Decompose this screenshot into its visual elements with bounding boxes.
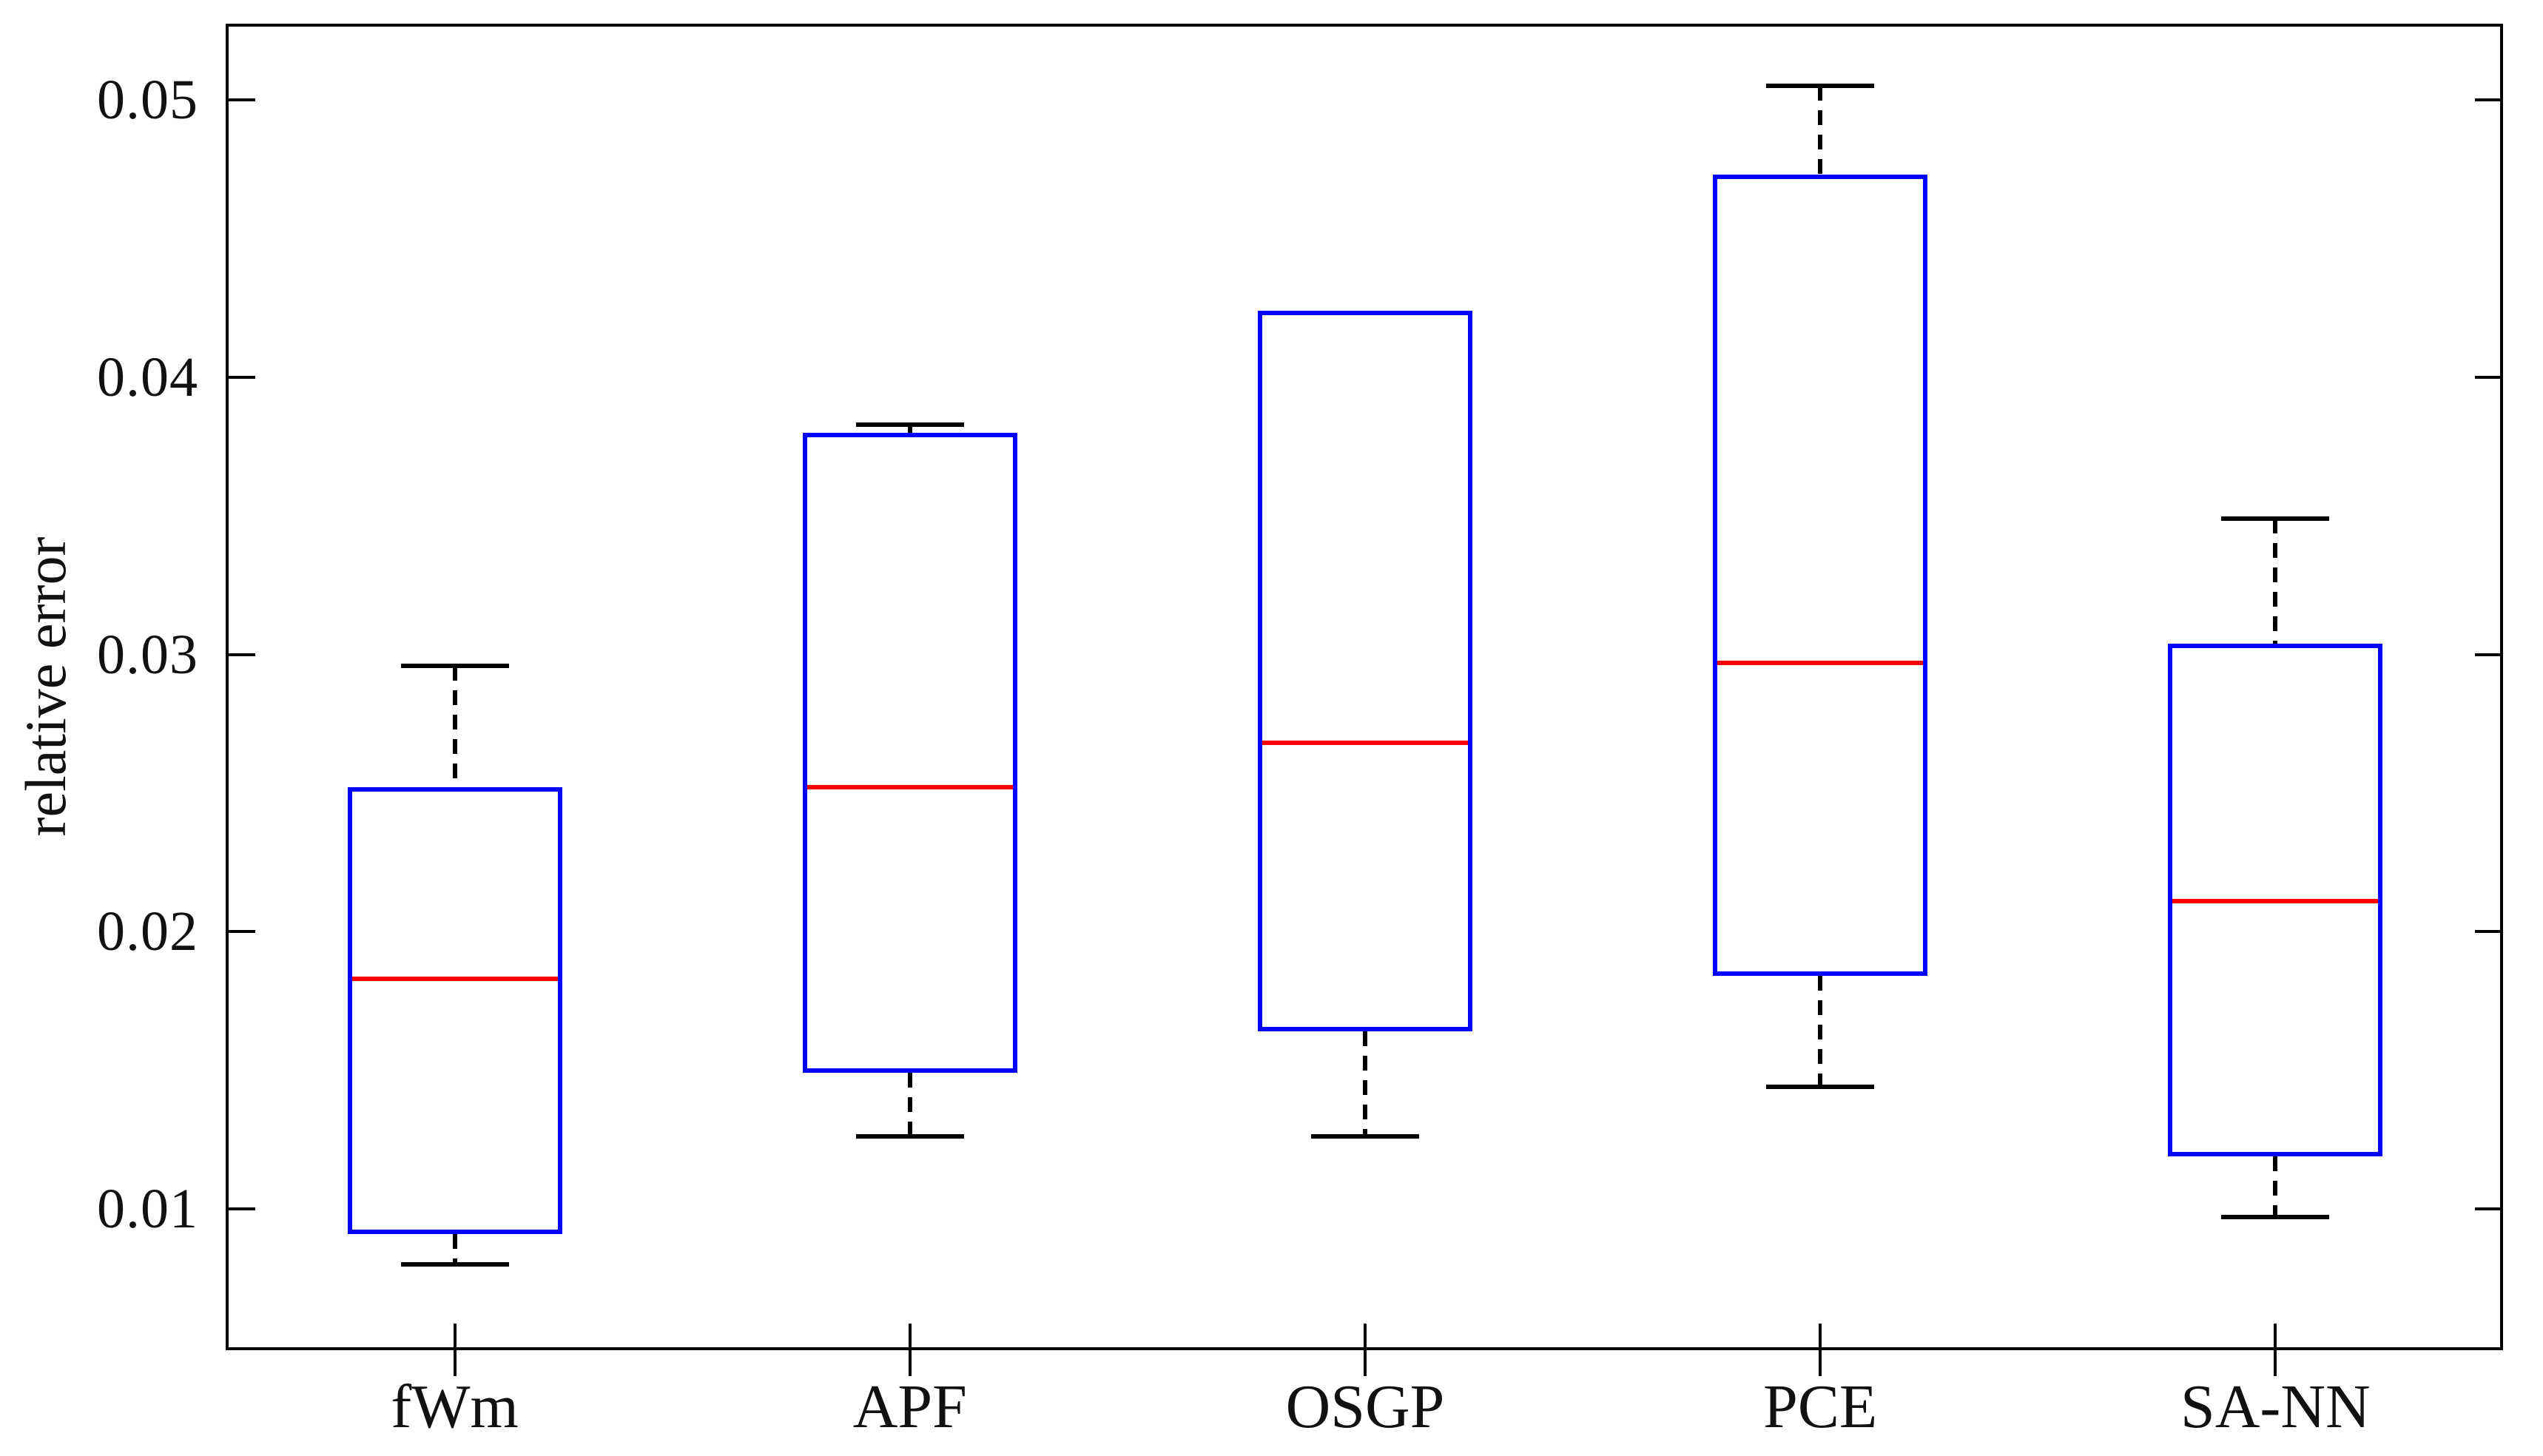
lower-whisker-fWm <box>452 1233 457 1264</box>
y-tick-label: 0.02 <box>97 900 198 963</box>
box-fWm <box>347 787 562 1234</box>
median-line-SA-NN <box>2172 899 2379 903</box>
upper-whisker-cap-APF <box>855 422 964 427</box>
lower-whisker-SA-NN <box>2273 1156 2278 1218</box>
lower-whisker-APF <box>907 1073 912 1137</box>
upper-whisker-APF <box>907 424 912 433</box>
y-tick-mark-right <box>2475 653 2502 656</box>
y-tick-mark-right <box>2475 98 2502 102</box>
lower-whisker-cap-PCE <box>1766 1085 1875 1090</box>
lower-whisker-OSGP <box>1363 1031 1367 1137</box>
box-OSGP <box>1258 310 1472 1032</box>
lower-whisker-PCE <box>1818 976 1823 1088</box>
upper-whisker-cap-fWm <box>400 663 509 668</box>
median-line-PCE <box>1717 660 1924 665</box>
x-tick-mark <box>453 1324 457 1376</box>
x-tick-mark <box>2274 1324 2277 1376</box>
upper-whisker-PCE <box>1818 86 1823 175</box>
upper-whisker-SA-NN <box>2273 518 2278 644</box>
x-tick-label-PCE: PCE <box>1763 1372 1878 1441</box>
y-tick-mark <box>229 375 255 379</box>
upper-whisker-fWm <box>452 665 457 788</box>
y-tick-mark <box>229 653 255 656</box>
box-PCE <box>1713 175 1928 977</box>
x-tick-label-APF: APF <box>852 1372 967 1441</box>
upper-whisker-cap-PCE <box>1766 84 1875 89</box>
y-tick-mark-right <box>2475 375 2502 379</box>
y-tick-mark-right <box>2475 1207 2502 1210</box>
lower-whisker-cap-SA-NN <box>2221 1215 2330 1220</box>
x-tick-mark <box>1819 1324 1822 1376</box>
y-tick-mark <box>229 930 255 934</box>
y-tick-label: 0.03 <box>97 623 198 686</box>
median-line-APF <box>806 785 1013 790</box>
lower-whisker-cap-fWm <box>400 1261 509 1267</box>
x-tick-mark <box>908 1324 912 1376</box>
y-tick-label: 0.01 <box>97 1177 198 1240</box>
y-tick-label: 0.05 <box>97 69 198 132</box>
median-line-OSGP <box>1262 741 1468 746</box>
median-line-fWm <box>351 976 558 981</box>
y-tick-mark-right <box>2475 930 2502 934</box>
box-SA-NN <box>2168 643 2383 1156</box>
y-tick-label: 0.04 <box>97 346 198 408</box>
box-APF <box>802 432 1017 1074</box>
lower-whisker-cap-APF <box>855 1134 964 1139</box>
y-tick-mark <box>229 98 255 102</box>
lower-whisker-cap-OSGP <box>1311 1134 1419 1139</box>
x-tick-label-SA-NN: SA-NN <box>2180 1372 2371 1441</box>
x-tick-label-fWm: fWm <box>391 1372 519 1441</box>
upper-whisker-cap-SA-NN <box>2221 516 2330 521</box>
y-tick-mark <box>229 1207 255 1210</box>
x-tick-mark <box>1364 1324 1367 1376</box>
x-tick-label-OSGP: OSGP <box>1285 1372 1445 1441</box>
